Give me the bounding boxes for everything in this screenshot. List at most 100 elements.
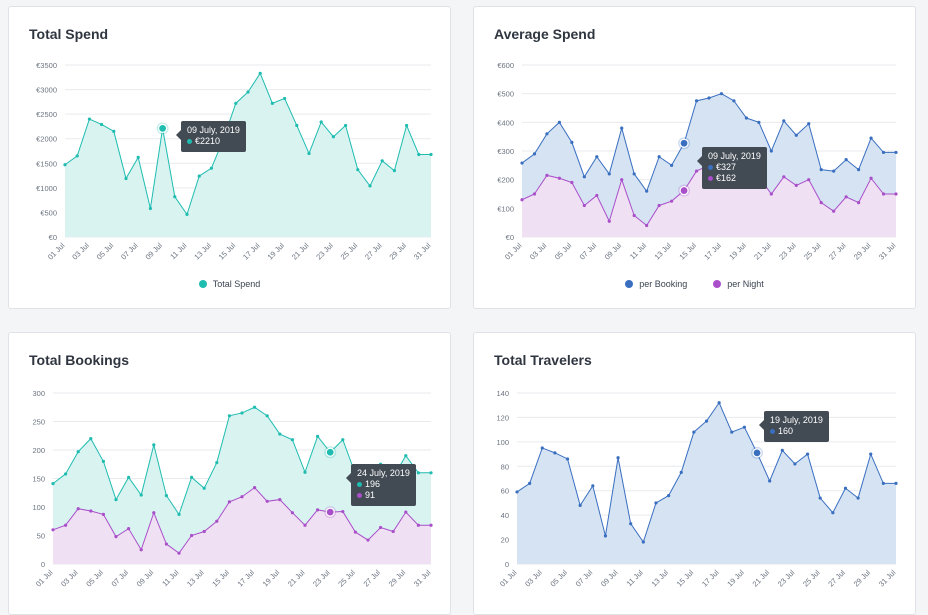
- y-tick-label: 50: [37, 532, 45, 541]
- data-point: [670, 163, 674, 167]
- data-point: [246, 90, 250, 94]
- x-tick-label: 27 Jul: [361, 568, 382, 589]
- x-tick-label: 31 Jul: [412, 241, 433, 262]
- tooltip-dot: [708, 176, 713, 181]
- legend-item-per-booking[interactable]: per Booking: [625, 279, 687, 289]
- data-point: [582, 175, 586, 179]
- data-point: [417, 152, 421, 157]
- x-tick-label: 05 Jul: [95, 241, 116, 262]
- data-point: [253, 486, 257, 490]
- data-point: [881, 481, 885, 485]
- x-tick-label: 01 Jul: [34, 568, 55, 589]
- x-tick-label: 15 Jul: [210, 568, 231, 589]
- x-tick-label: 11 Jul: [628, 241, 648, 261]
- data-point: [520, 198, 524, 202]
- data-point: [607, 172, 611, 176]
- data-point: [319, 120, 323, 124]
- data-point: [844, 195, 848, 199]
- data-point: [607, 219, 611, 223]
- x-tick-label: 27 Jul: [363, 241, 384, 262]
- data-point: [227, 500, 231, 504]
- data-point: [392, 169, 396, 173]
- x-tick-label: 31 Jul: [877, 568, 898, 589]
- x-tick-label: 19 Jul: [725, 568, 746, 589]
- data-point: [64, 523, 68, 527]
- y-tick-label: €400: [497, 118, 514, 127]
- data-point: [429, 152, 433, 157]
- data-point: [75, 154, 79, 158]
- data-point: [405, 123, 409, 128]
- x-tick-label: 29 Jul: [852, 241, 873, 262]
- data-point: [641, 540, 645, 544]
- data-point: [881, 150, 886, 155]
- x-tick-label: 07 Jul: [578, 241, 599, 262]
- tooltip-value: €327: [716, 162, 737, 172]
- x-tick-label: 15 Jul: [217, 241, 238, 262]
- data-point: [869, 452, 873, 456]
- y-tick-label: 200: [32, 446, 45, 455]
- data-point: [832, 169, 836, 173]
- highlight-point: [158, 123, 168, 133]
- data-point: [657, 203, 661, 208]
- x-tick-label: 11 Jul: [625, 568, 645, 588]
- chart-title: Total Travelers: [494, 352, 592, 368]
- total-spend-chart[interactable]: €0 €500 €1000 €1500 €2000 €2500 €3000 €3500 01 J…: [9, 7, 451, 309]
- y-tick-label: €600: [497, 61, 514, 70]
- data-point: [404, 510, 408, 514]
- average-spend-chart[interactable]: €0 €100 €200 €300 €400 €500 €600 01 Jul 03 Jul 05…: [474, 7, 916, 309]
- data-point: [51, 528, 55, 532]
- data-point: [807, 122, 811, 126]
- data-point: [570, 140, 574, 144]
- data-point: [368, 184, 372, 188]
- data-point: [595, 155, 599, 159]
- x-tick-label: 15 Jul: [677, 241, 698, 262]
- x-tick-label: 05 Jul: [553, 241, 574, 262]
- y-tick-label: 150: [32, 475, 45, 484]
- total-bookings-chart[interactable]: 0 50 100 150 200 250 300 01 Jul 03 Jul 05 Jul 07 J…: [9, 333, 451, 615]
- data-point: [51, 482, 55, 486]
- data-point: [100, 122, 104, 127]
- data-point: [793, 462, 797, 466]
- series-area: [522, 159, 896, 237]
- data-point: [645, 223, 649, 228]
- data-point: [582, 203, 586, 208]
- data-point: [629, 522, 633, 526]
- x-tick-label: 13 Jul: [192, 241, 213, 262]
- y-tick-label: 140: [496, 389, 509, 398]
- x-tick-label: 05 Jul: [548, 568, 569, 589]
- data-point: [258, 71, 262, 75]
- x-tick-label: 31 Jul: [412, 568, 433, 589]
- y-tick-label: €500: [40, 208, 57, 217]
- data-point: [101, 459, 105, 463]
- data-point: [692, 430, 696, 434]
- data-point: [565, 457, 570, 461]
- data-point: [620, 178, 624, 182]
- data-point: [744, 116, 748, 120]
- data-point: [620, 126, 624, 130]
- data-point: [831, 511, 835, 515]
- data-point: [177, 512, 181, 517]
- data-point: [670, 199, 674, 203]
- data-point: [856, 496, 860, 500]
- data-point: [545, 173, 549, 177]
- legend-dot: [713, 280, 722, 288]
- data-point: [667, 494, 671, 498]
- legend-item-per-night[interactable]: per Night: [713, 279, 764, 289]
- chart-tooltip: 09 July, 2019 €2210: [176, 121, 246, 152]
- y-tick-label: 80: [501, 462, 509, 471]
- x-tick-label: 09 Jul: [599, 568, 620, 589]
- tooltip-dot: [708, 165, 713, 170]
- data-point: [265, 414, 269, 418]
- legend-label: Total Spend: [212, 279, 261, 289]
- legend-item-total-spend[interactable]: Total Spend: [198, 279, 261, 289]
- data-point: [869, 176, 873, 180]
- highlight-point: [679, 138, 689, 148]
- data-point: [227, 414, 231, 418]
- x-tick-label: 25 Jul: [339, 241, 360, 262]
- data-point: [331, 135, 335, 139]
- data-point: [101, 512, 105, 517]
- total-travelers-chart[interactable]: 0 20 40 60 80 100 120 140 01 Jul 03 Jul 05 Jul 07 J…: [474, 333, 916, 615]
- data-point: [124, 176, 128, 181]
- data-point: [152, 511, 156, 515]
- x-tick-label: 25 Jul: [802, 241, 823, 262]
